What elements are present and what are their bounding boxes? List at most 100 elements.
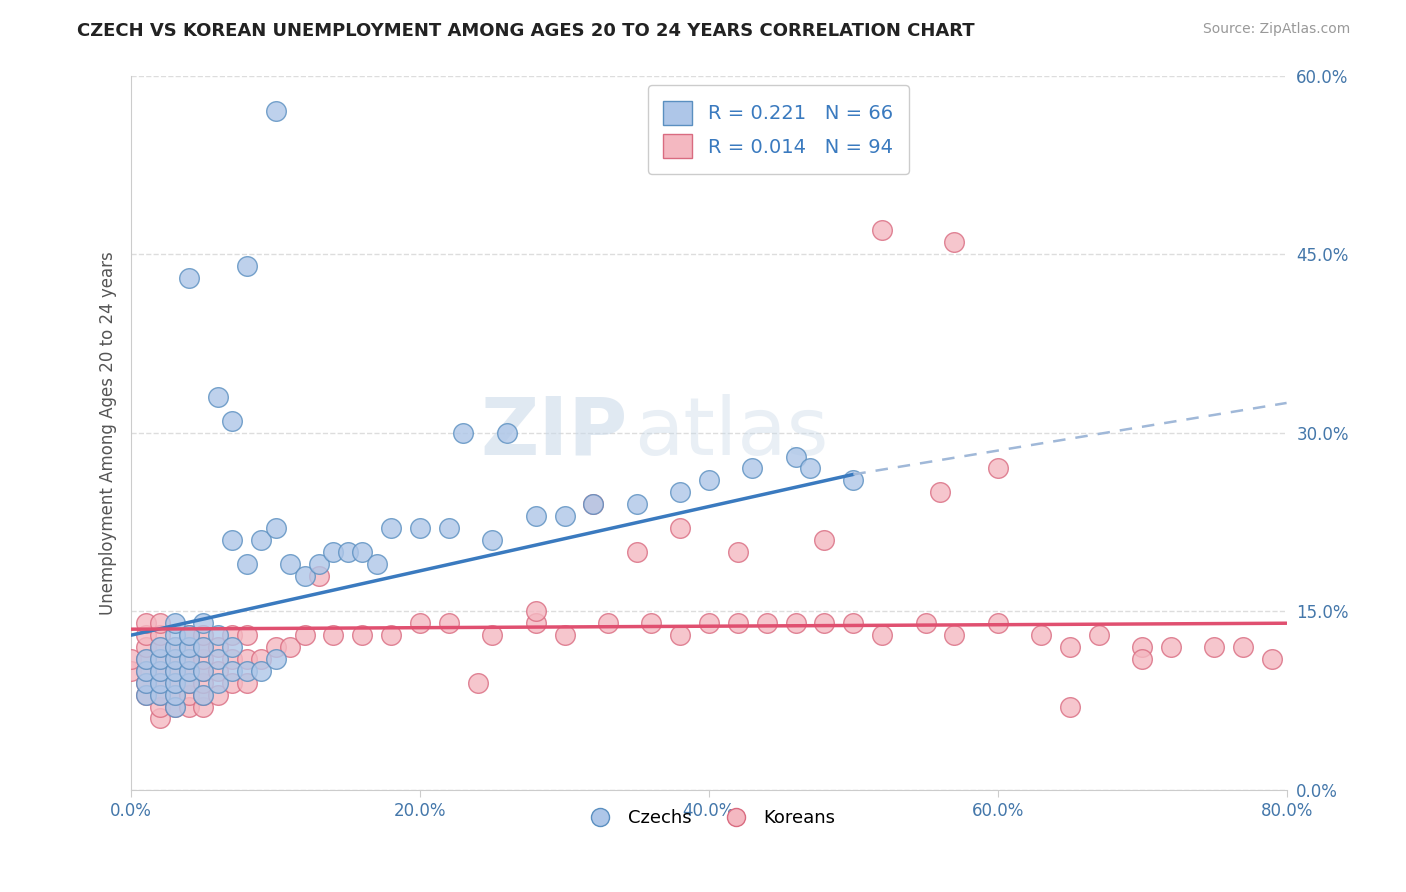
Point xyxy=(741,461,763,475)
Point xyxy=(987,461,1010,475)
Point xyxy=(669,628,692,642)
Point xyxy=(409,616,432,631)
Point xyxy=(149,640,172,654)
Point xyxy=(785,450,807,464)
Point xyxy=(135,664,157,678)
Point xyxy=(135,652,157,666)
Point xyxy=(221,414,243,428)
Point xyxy=(553,509,575,524)
Point xyxy=(870,628,893,642)
Point xyxy=(437,521,460,535)
Point xyxy=(177,271,200,285)
Point xyxy=(264,640,287,654)
Point xyxy=(669,521,692,535)
Point xyxy=(943,628,966,642)
Point xyxy=(250,664,273,678)
Point xyxy=(553,628,575,642)
Point xyxy=(135,640,157,654)
Point xyxy=(163,699,186,714)
Text: ZIP: ZIP xyxy=(481,393,628,472)
Point xyxy=(163,699,186,714)
Point xyxy=(193,675,215,690)
Point xyxy=(221,664,243,678)
Point xyxy=(799,461,821,475)
Point xyxy=(842,474,865,488)
Point xyxy=(193,640,215,654)
Point xyxy=(207,628,229,642)
Point xyxy=(163,664,186,678)
Point xyxy=(149,675,172,690)
Point xyxy=(582,497,605,511)
Point xyxy=(149,628,172,642)
Y-axis label: Unemployment Among Ages 20 to 24 years: Unemployment Among Ages 20 to 24 years xyxy=(100,251,117,615)
Point xyxy=(264,521,287,535)
Point xyxy=(207,652,229,666)
Point xyxy=(177,628,200,642)
Point xyxy=(813,533,835,547)
Point xyxy=(308,568,330,582)
Point xyxy=(929,485,952,500)
Point xyxy=(163,664,186,678)
Point xyxy=(135,652,157,666)
Point xyxy=(278,557,301,571)
Point xyxy=(120,664,142,678)
Point xyxy=(322,545,344,559)
Point xyxy=(163,688,186,702)
Point xyxy=(294,628,316,642)
Point xyxy=(163,640,186,654)
Point xyxy=(207,675,229,690)
Point xyxy=(207,640,229,654)
Text: CZECH VS KOREAN UNEMPLOYMENT AMONG AGES 20 TO 24 YEARS CORRELATION CHART: CZECH VS KOREAN UNEMPLOYMENT AMONG AGES … xyxy=(77,22,974,40)
Point xyxy=(1160,640,1182,654)
Point xyxy=(352,545,374,559)
Point xyxy=(1232,640,1254,654)
Point xyxy=(294,568,316,582)
Point xyxy=(582,497,605,511)
Point xyxy=(163,616,186,631)
Point xyxy=(193,664,215,678)
Point xyxy=(177,640,200,654)
Point xyxy=(193,652,215,666)
Point xyxy=(626,497,648,511)
Point xyxy=(755,616,778,631)
Point xyxy=(236,557,259,571)
Point xyxy=(697,616,720,631)
Point xyxy=(149,688,172,702)
Point xyxy=(380,628,402,642)
Point xyxy=(207,664,229,678)
Point xyxy=(264,652,287,666)
Point xyxy=(1130,652,1153,666)
Point xyxy=(250,652,273,666)
Text: atlas: atlas xyxy=(634,393,828,472)
Point xyxy=(120,652,142,666)
Point xyxy=(1029,628,1052,642)
Point xyxy=(1204,640,1226,654)
Text: Source: ZipAtlas.com: Source: ZipAtlas.com xyxy=(1202,22,1350,37)
Point xyxy=(193,699,215,714)
Point xyxy=(380,521,402,535)
Point xyxy=(177,664,200,678)
Point xyxy=(163,675,186,690)
Point xyxy=(236,628,259,642)
Point xyxy=(870,223,893,237)
Point xyxy=(193,628,215,642)
Point xyxy=(149,652,172,666)
Point xyxy=(149,699,172,714)
Point xyxy=(221,652,243,666)
Point xyxy=(163,675,186,690)
Point xyxy=(727,616,749,631)
Point xyxy=(250,533,273,547)
Point xyxy=(149,616,172,631)
Point xyxy=(785,616,807,631)
Point xyxy=(221,675,243,690)
Point xyxy=(278,640,301,654)
Point xyxy=(149,711,172,725)
Point xyxy=(322,628,344,642)
Point xyxy=(149,664,172,678)
Point xyxy=(596,616,619,631)
Point xyxy=(163,652,186,666)
Point xyxy=(524,604,547,618)
Point xyxy=(177,675,200,690)
Point xyxy=(177,640,200,654)
Point xyxy=(467,675,489,690)
